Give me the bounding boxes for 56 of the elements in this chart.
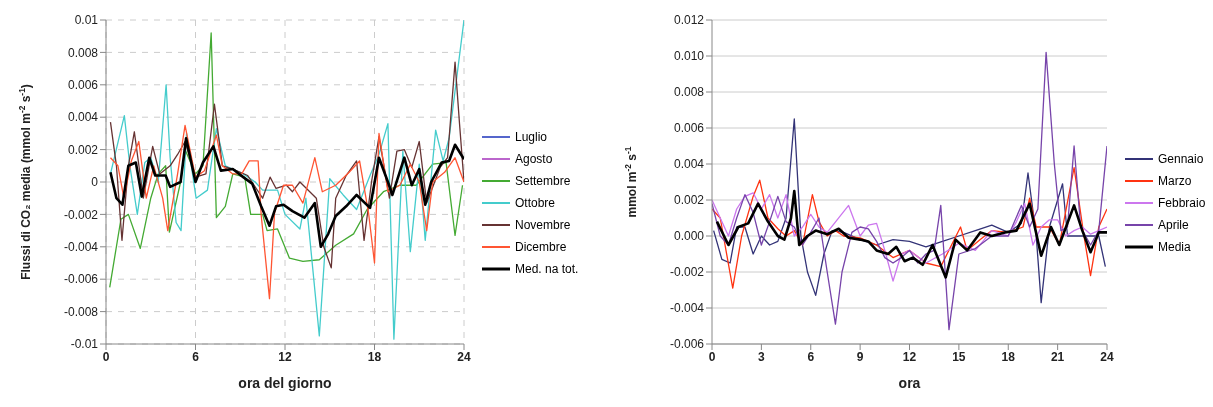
line-series	[713, 118, 1106, 304]
line-series	[712, 51, 1107, 331]
legend-label: Agosto	[515, 152, 553, 166]
y-tick-label: -0.002	[63, 207, 99, 222]
line-series	[109, 136, 464, 249]
y-tick-label: 0.010	[673, 49, 705, 64]
x-tick-label: 6	[807, 349, 815, 364]
y-tick-label: 0.006	[673, 121, 705, 136]
y-tick-label: 0.004	[67, 110, 99, 125]
legend-label: Febbraio	[1158, 196, 1206, 210]
y-tick-label: 0.008	[67, 45, 99, 60]
x-tick-label: 21	[1050, 349, 1065, 364]
x-tick-label: 12	[278, 349, 292, 364]
y-tick-label: 0.004	[673, 157, 705, 172]
y-tick-label: 0.006	[67, 78, 99, 93]
x-tick-label: 3	[758, 349, 766, 364]
y-tick-label: 0.01	[74, 13, 99, 28]
y-tick-label: 0.012	[673, 13, 705, 28]
x-axis-title: ora	[898, 375, 921, 391]
line-series	[109, 124, 464, 300]
legend-label: Gennaio	[1158, 152, 1204, 166]
y-tick-label: 0.002	[67, 142, 99, 157]
y-tick-label: -0.006	[63, 272, 99, 287]
legend-label: Aprile	[1158, 218, 1189, 232]
legend-label: Med. na tot.	[515, 262, 579, 276]
legend-label: Marzo	[1158, 174, 1192, 188]
x-tick-label: 18	[367, 349, 382, 364]
y-tick-label: -0.006	[669, 337, 705, 352]
x-tick-label: 18	[1001, 349, 1016, 364]
legend-label: Dicembre	[515, 240, 567, 254]
line-series	[109, 61, 464, 269]
legend-label: Luglio	[515, 130, 548, 144]
legend-label: Media	[1158, 240, 1191, 254]
y-tick-label: -0.01	[70, 337, 99, 352]
legend-label: Ottobre	[515, 196, 556, 210]
y-tick-label: 0.002	[673, 193, 705, 208]
y-tick-label: 0.008	[673, 85, 705, 100]
y-tick-label: -0.004	[669, 301, 705, 316]
y-tick-label: -0.004	[63, 240, 99, 255]
x-tick-label: 12	[902, 349, 917, 364]
x-tick-label: 9	[856, 349, 864, 364]
y-tick-label: -0.002	[669, 265, 705, 280]
line-series	[109, 32, 464, 288]
y-tick-label: 0.000	[673, 229, 705, 244]
x-tick-label: 6	[192, 349, 200, 364]
legend-label: Novembre	[515, 218, 571, 232]
line-series	[109, 20, 464, 340]
x-tick-label: 15	[952, 349, 966, 364]
legend-label: Settembre	[515, 174, 571, 188]
x-axis-title: ora del giorno	[238, 375, 332, 391]
y-tick-label: 0	[91, 175, 99, 190]
x-tick-label: 24	[457, 349, 471, 364]
y-tick-label: -0.008	[63, 304, 99, 319]
x-tick-label: 0	[708, 349, 716, 364]
x-tick-label: 0	[102, 349, 110, 364]
x-tick-label: 24	[1100, 349, 1114, 364]
